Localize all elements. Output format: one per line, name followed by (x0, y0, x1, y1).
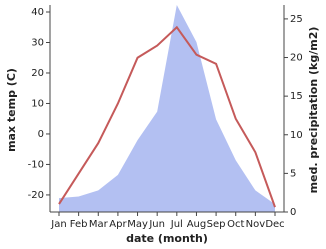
x-tick-label: Oct (227, 219, 244, 230)
y-tick-label: -20 (28, 190, 44, 201)
x-tick-label: Apr (109, 219, 127, 230)
x-tick-label: Feb (70, 219, 88, 230)
y2-tick-label: 15 (290, 91, 303, 102)
x-tick-label: Mar (89, 219, 109, 230)
y-axis-title: max temp (C) (5, 68, 18, 152)
x-tick-label: Jan (50, 219, 66, 230)
y-tick-label: 30 (31, 37, 44, 48)
precip-area (59, 5, 275, 212)
x-axis-title: date (month) (126, 232, 208, 245)
y2-tick-label: 10 (290, 130, 303, 141)
y2-tick-label: 25 (290, 14, 303, 25)
x-tick-label: Dec (265, 219, 284, 230)
y-tick-label: -10 (28, 159, 44, 170)
y-tick-label: 10 (31, 98, 44, 109)
y2-tick-label: 0 (290, 207, 296, 218)
y-tick-label: 0 (38, 129, 44, 140)
y-tick-label: 20 (31, 68, 44, 79)
x-tick-label: Jul (170, 219, 183, 230)
x-tick-label: Aug (187, 219, 207, 230)
y2-tick-label: 5 (290, 168, 296, 179)
y-tick-label: 40 (31, 7, 44, 18)
x-tick-label: May (127, 219, 148, 230)
x-tick-label: Jun (148, 219, 165, 230)
y2-axis-title: med. precipitation (kg/m2) (307, 27, 320, 194)
temp-line (58, 25, 276, 208)
x-tick-label: Nov (246, 219, 266, 230)
y2-tick-label: 20 (290, 53, 303, 64)
x-tick-label: Sep (207, 219, 226, 230)
